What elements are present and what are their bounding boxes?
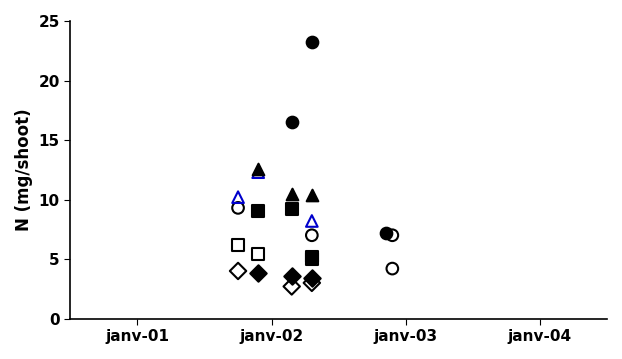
Point: [307, 39, 317, 45]
Point: [233, 242, 243, 248]
Point: [253, 169, 263, 175]
Point: [307, 232, 317, 238]
Point: [253, 270, 263, 276]
Point: [233, 268, 243, 274]
Point: [307, 254, 317, 260]
Point: [287, 191, 297, 196]
Point: [307, 192, 317, 198]
Point: [381, 230, 391, 236]
Point: [253, 166, 263, 172]
Point: [287, 206, 297, 212]
Point: [253, 209, 263, 214]
Point: [287, 284, 297, 289]
Point: [253, 251, 263, 257]
Point: [388, 232, 397, 238]
Point: [307, 256, 317, 262]
Y-axis label: N (mg/shoot): N (mg/shoot): [15, 108, 33, 231]
Point: [287, 119, 297, 125]
Point: [233, 205, 243, 211]
Point: [287, 273, 297, 279]
Point: [307, 275, 317, 281]
Point: [307, 218, 317, 224]
Point: [307, 280, 317, 286]
Point: [388, 266, 397, 271]
Point: [233, 194, 243, 200]
